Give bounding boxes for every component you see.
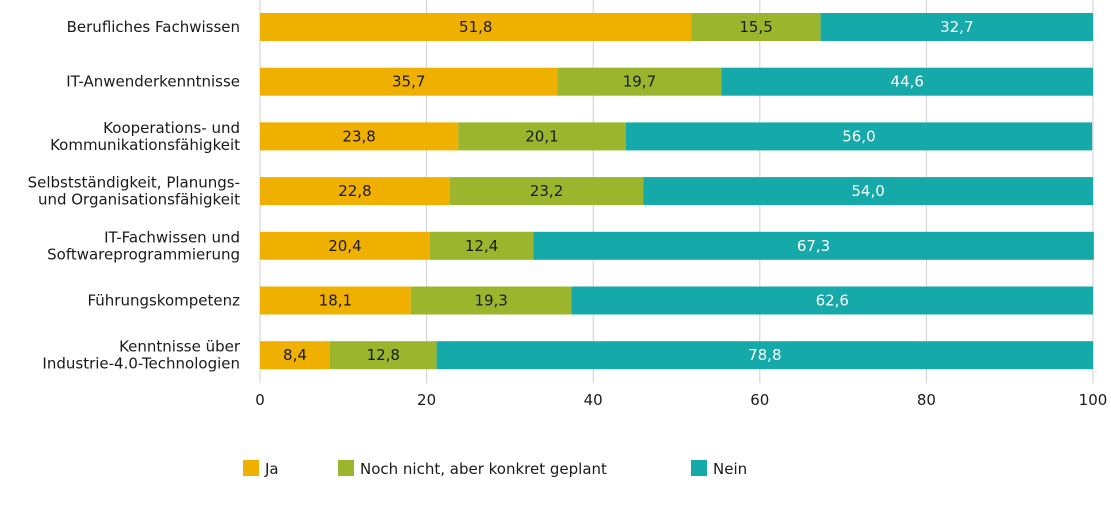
bar-segment <box>329 341 437 370</box>
data-label: 18,1 <box>319 292 352 310</box>
category-label: Berufliches Fachwissen <box>67 18 240 36</box>
data-label: 56,0 <box>842 127 875 145</box>
bar-segment <box>691 13 821 41</box>
x-tick-label: 80 <box>917 391 936 409</box>
legend: Ja Noch nicht, aber konkret geplant Nein <box>243 460 747 478</box>
legend-swatch <box>691 460 707 476</box>
data-label: 23,2 <box>530 182 563 200</box>
category-labels: Berufliches Fachwissen IT-Anwenderkenntni… <box>28 18 241 373</box>
legend-label: Noch nicht, aber konkret geplant <box>360 460 607 478</box>
bar-segment <box>260 231 430 260</box>
data-label: 22,8 <box>338 182 371 200</box>
category-label: Führungskompetenz <box>87 292 240 310</box>
data-label: 20,1 <box>525 127 558 145</box>
bar-segment <box>429 231 534 260</box>
data-label: 51,8 <box>459 18 492 36</box>
bars <box>260 13 1094 370</box>
bar-segment <box>260 177 450 206</box>
bar-segment <box>260 67 558 96</box>
bar-segment <box>260 286 411 315</box>
value-labels: 51,8 15,5 32,7 35,7 19,7 44,6 23,8 20,1 56,0 22,8… <box>283 18 973 364</box>
bar-segment <box>410 286 572 315</box>
x-tick-label: 0 <box>255 391 265 409</box>
bar-segment <box>458 122 626 151</box>
data-label: 78,8 <box>748 346 781 364</box>
data-label: 35,7 <box>392 73 425 91</box>
legend-swatch <box>243 460 259 476</box>
bar-segment <box>260 341 330 370</box>
data-label: 12,4 <box>465 237 498 255</box>
data-label: 32,7 <box>940 18 973 36</box>
x-tick-label: 60 <box>750 391 769 409</box>
bar-segment <box>643 177 1093 206</box>
data-label: 8,4 <box>283 346 307 364</box>
x-tick-label: 20 <box>417 391 436 409</box>
bar-segment <box>820 13 1093 41</box>
data-label: 20,4 <box>328 237 361 255</box>
data-label: 19,3 <box>474 292 507 310</box>
category-label: Kooperations- und Kommunikationsfähigkeit <box>50 119 240 154</box>
data-label: 44,6 <box>891 73 924 91</box>
data-label: 67,3 <box>797 237 830 255</box>
data-label: 54,0 <box>851 182 884 200</box>
x-tick-label: 100 <box>1079 391 1108 409</box>
bar-segment <box>449 177 644 206</box>
data-label: 19,7 <box>623 73 656 91</box>
data-label: 15,5 <box>739 18 772 36</box>
bar-segment <box>557 67 722 96</box>
legend-swatch <box>338 460 354 476</box>
bar-segment <box>533 231 1094 260</box>
legend-label: Nein <box>713 460 747 478</box>
category-label: IT-Anwenderkenntnisse <box>66 73 240 91</box>
bar-segment <box>721 67 1093 96</box>
bar-segment <box>260 122 459 151</box>
bar-segment <box>625 122 1093 151</box>
data-label: 23,8 <box>342 127 375 145</box>
bar-segment <box>571 286 1093 315</box>
data-label: 12,8 <box>367 346 400 364</box>
data-label: 62,6 <box>816 292 849 310</box>
category-label: Selbstständigkeit, Planungs-und Organisa… <box>28 174 241 209</box>
x-axis-tick-labels: 0 20 40 60 80 100 <box>255 391 1107 409</box>
category-label: IT-Fachwissen und Softwareprogrammierung <box>47 228 240 263</box>
bar-segment <box>436 341 1093 370</box>
legend-label: Ja <box>264 460 279 478</box>
category-label: Kenntnisse über Industrie-4.0-Technologie… <box>42 338 240 373</box>
x-tick-label: 40 <box>584 391 603 409</box>
bar-segment <box>260 13 692 41</box>
